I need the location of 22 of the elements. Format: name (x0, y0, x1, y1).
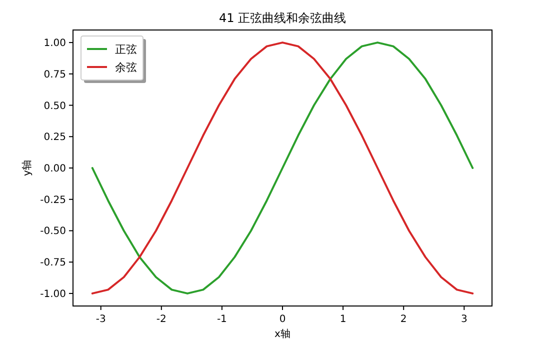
legend-label: 余弦 (115, 61, 137, 74)
y-tick-label: 0.00 (44, 164, 66, 174)
x-tick-label: 2 (400, 314, 407, 325)
y-tick-label: -0.75 (40, 258, 66, 269)
x-tick-label: -1 (216, 314, 227, 325)
x-tick-label: 0 (279, 314, 286, 325)
y-tick-label: -0.50 (40, 226, 66, 238)
x-axis-title: x轴 (274, 328, 290, 340)
y-tick-label: 0.25 (44, 132, 66, 144)
line-series (91, 42, 474, 294)
x-tick-label: -2 (156, 314, 166, 325)
chart-title: 41 正弦曲线和余弦曲线 (218, 11, 346, 25)
y-axis-title: y轴 (21, 160, 33, 176)
y-tick-label: -0.25 (40, 194, 66, 206)
x-tick-label: 3 (460, 314, 468, 325)
y-tick-label: -1.00 (40, 288, 66, 300)
y-tick-label: 0.75 (44, 69, 66, 80)
x-tick-label: -3 (96, 314, 106, 325)
x-tick-label: 1 (340, 314, 346, 325)
y-tick-label: 0.50 (44, 100, 66, 112)
legend-label: 正弦 (115, 43, 137, 56)
y-tick-label: 1.00 (44, 38, 66, 50)
